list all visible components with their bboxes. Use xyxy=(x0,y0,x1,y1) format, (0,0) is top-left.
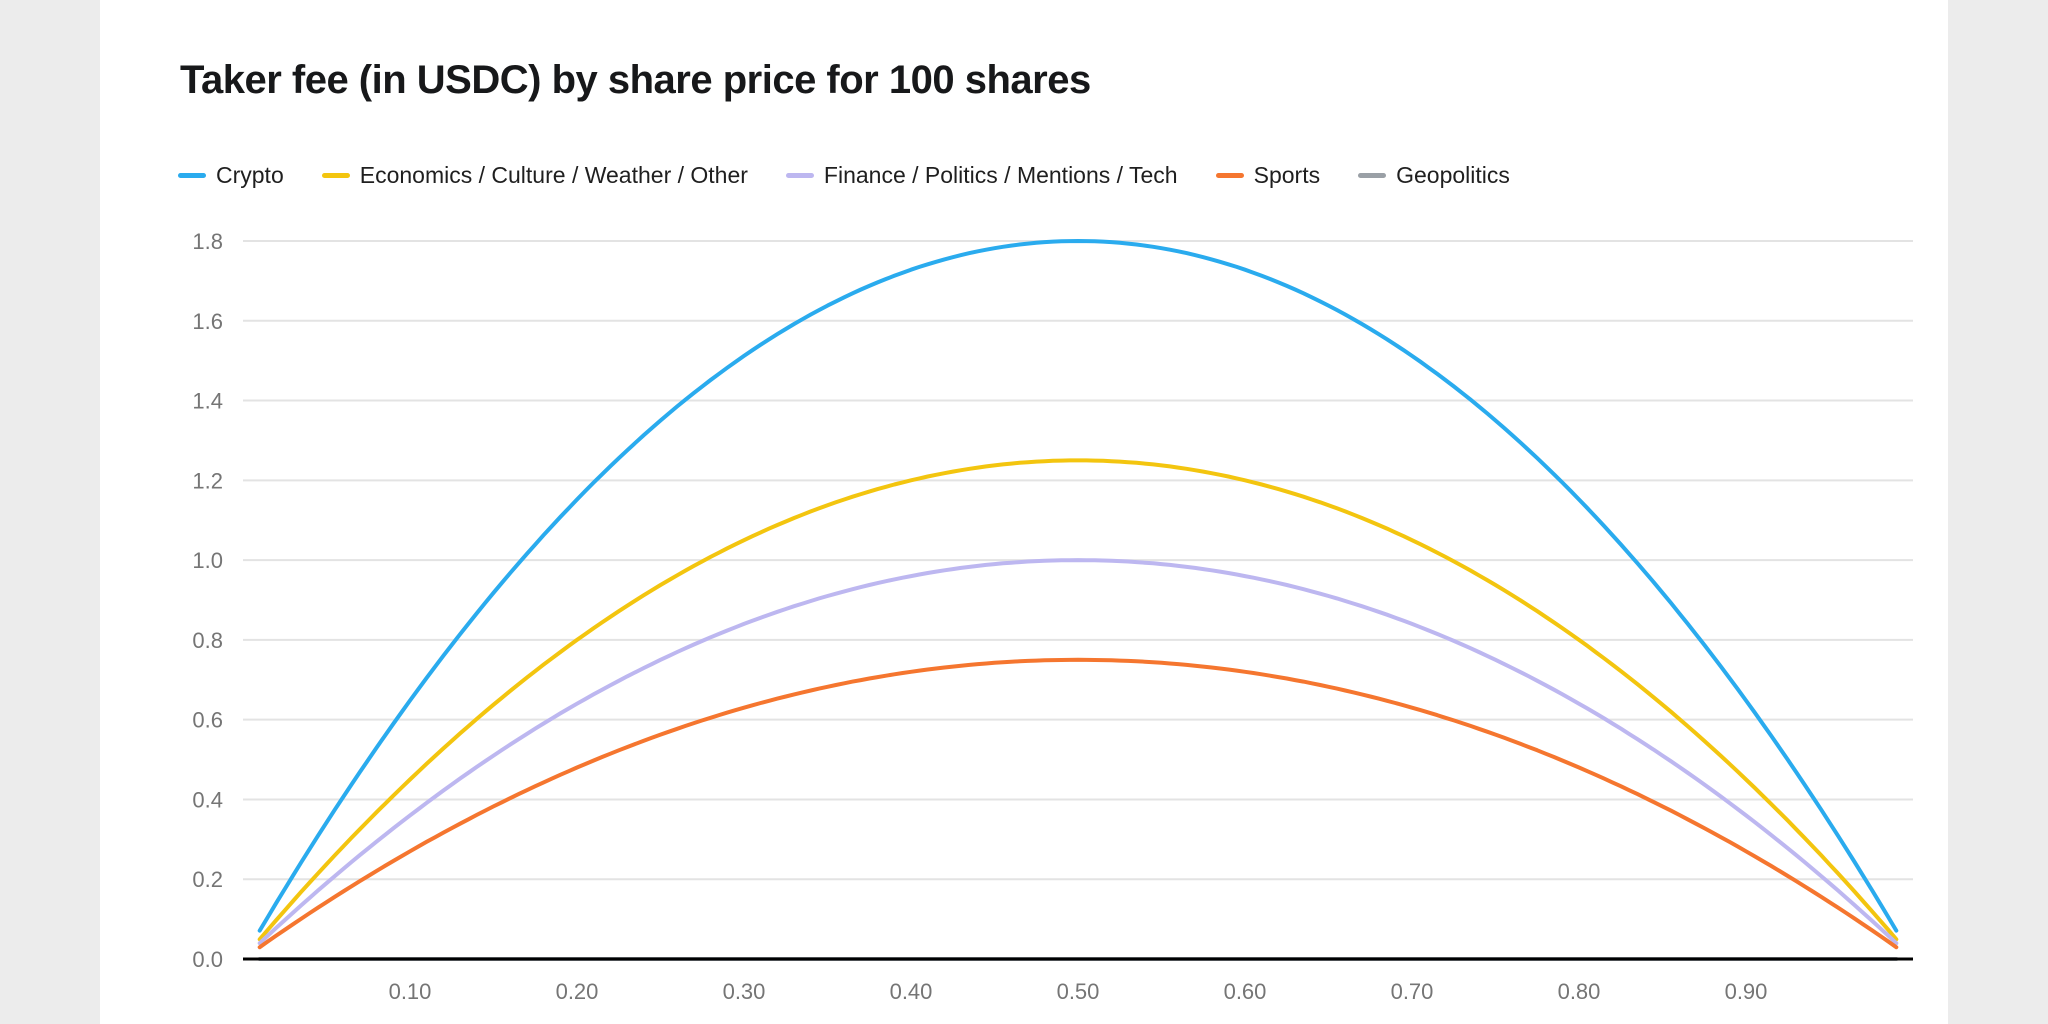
x-tick-label: 0.50 xyxy=(1057,979,1100,1004)
x-tick-label: 0.10 xyxy=(389,979,432,1004)
series-line-economics xyxy=(257,458,1899,942)
legend-swatch xyxy=(1358,173,1387,178)
x-tick-label: 0.30 xyxy=(723,979,766,1004)
chart-title: Taker fee (in USDC) by share price for 1… xyxy=(180,58,1091,102)
y-tick-label: 0.6 xyxy=(192,708,223,733)
y-tick-label: 0.8 xyxy=(192,628,223,653)
legend-item-sports[interactable]: Sports xyxy=(1215,162,1321,189)
legend-label: Geopolitics xyxy=(1396,162,1510,188)
x-tick-label: 0.90 xyxy=(1725,979,1768,1004)
y-tick-label: 1.4 xyxy=(192,389,223,414)
legend-label: Sports xyxy=(1253,162,1321,188)
y-tick-label: 1.8 xyxy=(192,229,223,254)
legend-swatch xyxy=(178,173,206,178)
legend: Crypto Economics / Culture / Weather / Ot… xyxy=(178,162,1510,189)
legend-label: Crypto xyxy=(216,162,284,188)
series-line-crypto xyxy=(257,239,1899,933)
fee-chart: 0.0 0.2 0.4 0.6 0.8 1.0 1.2 1.4 1.6 1.8 0.10 0.20 0.… xyxy=(192,229,1913,1004)
x-tick-label: 0.20 xyxy=(556,979,599,1004)
legend-item-geopolitics[interactable]: Geopolitics xyxy=(1358,162,1510,189)
legend-label: Finance / Politics / Mentions / Tech xyxy=(823,162,1178,188)
y-tick-label: 0.0 xyxy=(192,947,223,972)
legend-swatch xyxy=(785,173,814,178)
chart-panel: Taker fee (in USDC) by share price for 1… xyxy=(100,0,1948,1024)
y-tick-label: 0.4 xyxy=(192,787,223,812)
legend-swatch xyxy=(1215,173,1244,178)
legend-swatch xyxy=(321,173,350,178)
series-line-sports xyxy=(257,657,1899,950)
series-line-finance xyxy=(257,558,1899,946)
y-tick-label: 1.6 xyxy=(192,309,223,334)
legend-item-crypto[interactable]: Crypto xyxy=(178,162,284,189)
x-tick-label: 0.70 xyxy=(1391,979,1434,1004)
y-tick-label: 1.0 xyxy=(192,548,223,573)
x-tick-label: 0.80 xyxy=(1558,979,1601,1004)
y-tick-label: 0.2 xyxy=(192,867,223,892)
legend-item-economics[interactable]: Economics / Culture / Weather / Other xyxy=(321,162,748,189)
legend-label: Economics / Culture / Weather / Other xyxy=(359,162,748,188)
x-tick-label: 0.60 xyxy=(1224,979,1267,1004)
y-tick-label: 1.2 xyxy=(192,468,223,493)
x-tick-label: 0.40 xyxy=(890,979,933,1004)
legend-item-finance[interactable]: Finance / Politics / Mentions / Tech xyxy=(785,162,1178,189)
